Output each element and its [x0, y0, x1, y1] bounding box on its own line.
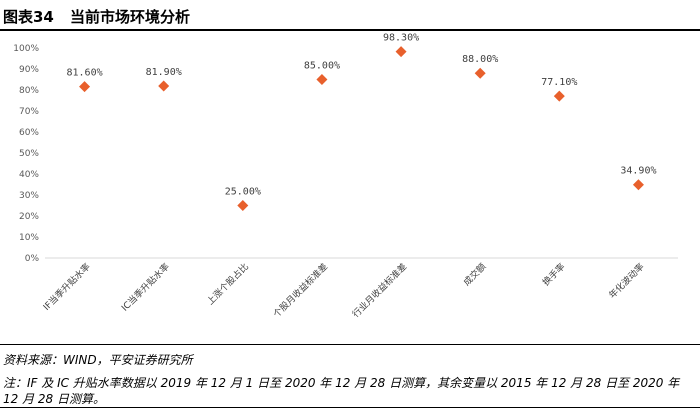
note-text: 注：IF 及 IC 升贴水率数据以 2019 年 12 月 1 日至 2020 … — [3, 376, 680, 406]
y-tick-label: 60% — [19, 128, 39, 138]
source-text: 资料来源：WIND，平安证券研究所 — [3, 353, 193, 367]
data-point — [395, 46, 407, 58]
y-tick-label: 70% — [19, 107, 39, 117]
x-category-label: 换手率 — [540, 261, 568, 289]
x-category-label: 成交额 — [461, 261, 489, 289]
y-tick-label: 30% — [19, 191, 39, 201]
data-labels: 81.60% 81.90% 25.00% 85.00% 98.30% 88.00% 77.1… — [67, 33, 657, 198]
y-tick-label: 90% — [19, 65, 39, 75]
data-point — [474, 67, 486, 79]
x-category-label: 个股月收益标准差 — [271, 261, 330, 320]
figure-title: 当前市场环境分析 — [70, 8, 191, 26]
data-point — [632, 179, 644, 191]
figure-label: 图表34 — [3, 8, 54, 26]
data-label: 88.00% — [462, 54, 498, 65]
x-category-label: 年化波动率 — [606, 261, 646, 301]
y-axis: 0% 10% 20% 30% 40% 50% 60% 70% 80% 90% 100% — [13, 44, 39, 264]
data-points — [79, 46, 644, 211]
scatter-chart: 0% 10% 20% 30% 40% 50% 60% 70% 80% 90% 100% IF当季升贴… — [13, 33, 678, 320]
data-label: 85.00% — [304, 61, 340, 72]
data-point — [553, 90, 565, 102]
data-point — [316, 74, 328, 85]
data-label: 34.90% — [620, 166, 656, 177]
y-tick-label: 0% — [25, 254, 40, 264]
y-tick-label: 20% — [19, 212, 39, 222]
data-label: 77.10% — [541, 77, 577, 88]
data-point — [158, 80, 170, 92]
data-label: 98.30% — [383, 33, 419, 44]
x-category-label: 行业月收益标准差 — [350, 261, 409, 320]
x-category-label: IF当季升贴水率 — [40, 261, 92, 313]
data-label: 81.90% — [146, 67, 182, 78]
data-point — [79, 81, 91, 93]
data-label: 81.60% — [67, 68, 103, 79]
middle-rule — [0, 344, 700, 345]
x-category-label: IC当季升贴水率 — [119, 261, 172, 314]
x-category-label: 上涨个股占比 — [204, 261, 251, 308]
bottom-rule — [0, 407, 700, 408]
y-tick-label: 50% — [19, 149, 39, 159]
y-tick-label: 80% — [19, 86, 39, 96]
figure-header: 图表34 当前市场环境分析 — [0, 0, 700, 30]
data-label: 25.00% — [225, 187, 261, 198]
top-rule — [0, 29, 700, 31]
y-tick-label: 40% — [19, 170, 39, 180]
y-tick-label: 10% — [19, 233, 39, 243]
x-axis: IF当季升贴水率 IC当季升贴水率 上涨个股占比 个股月收益标准差 行业月收益标准差 成交… — [40, 257, 678, 320]
y-tick-label: 100% — [13, 44, 39, 54]
data-point — [237, 200, 249, 211]
